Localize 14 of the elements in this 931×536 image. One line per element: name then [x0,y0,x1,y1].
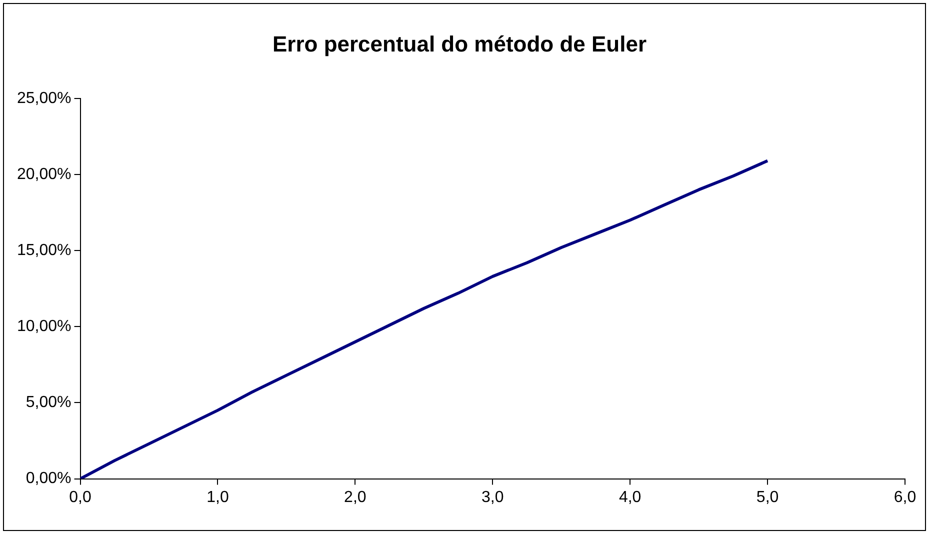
x-tick-label: 5,0 [756,488,779,506]
x-tick-label: 4,0 [618,488,642,506]
x-tick-label: 0,0 [69,488,92,506]
y-tick-label: 0,00% [26,470,72,488]
y-tick-label: 25,00% [17,90,72,107]
x-tick-label: 3,0 [482,488,504,506]
x-tick-label: 6,0 [894,488,916,506]
chart-title: Erro percentual do método de Euler [272,31,647,56]
y-tick-label: 5,00% [26,394,72,412]
y-tick-label: 20,00% [17,166,72,183]
x-tick-label: 2,0 [344,488,366,506]
y-tick-label: 10,00% [17,318,72,336]
y-tick-label: 15,00% [17,242,72,259]
x-tick-label: 1,0 [206,488,229,506]
